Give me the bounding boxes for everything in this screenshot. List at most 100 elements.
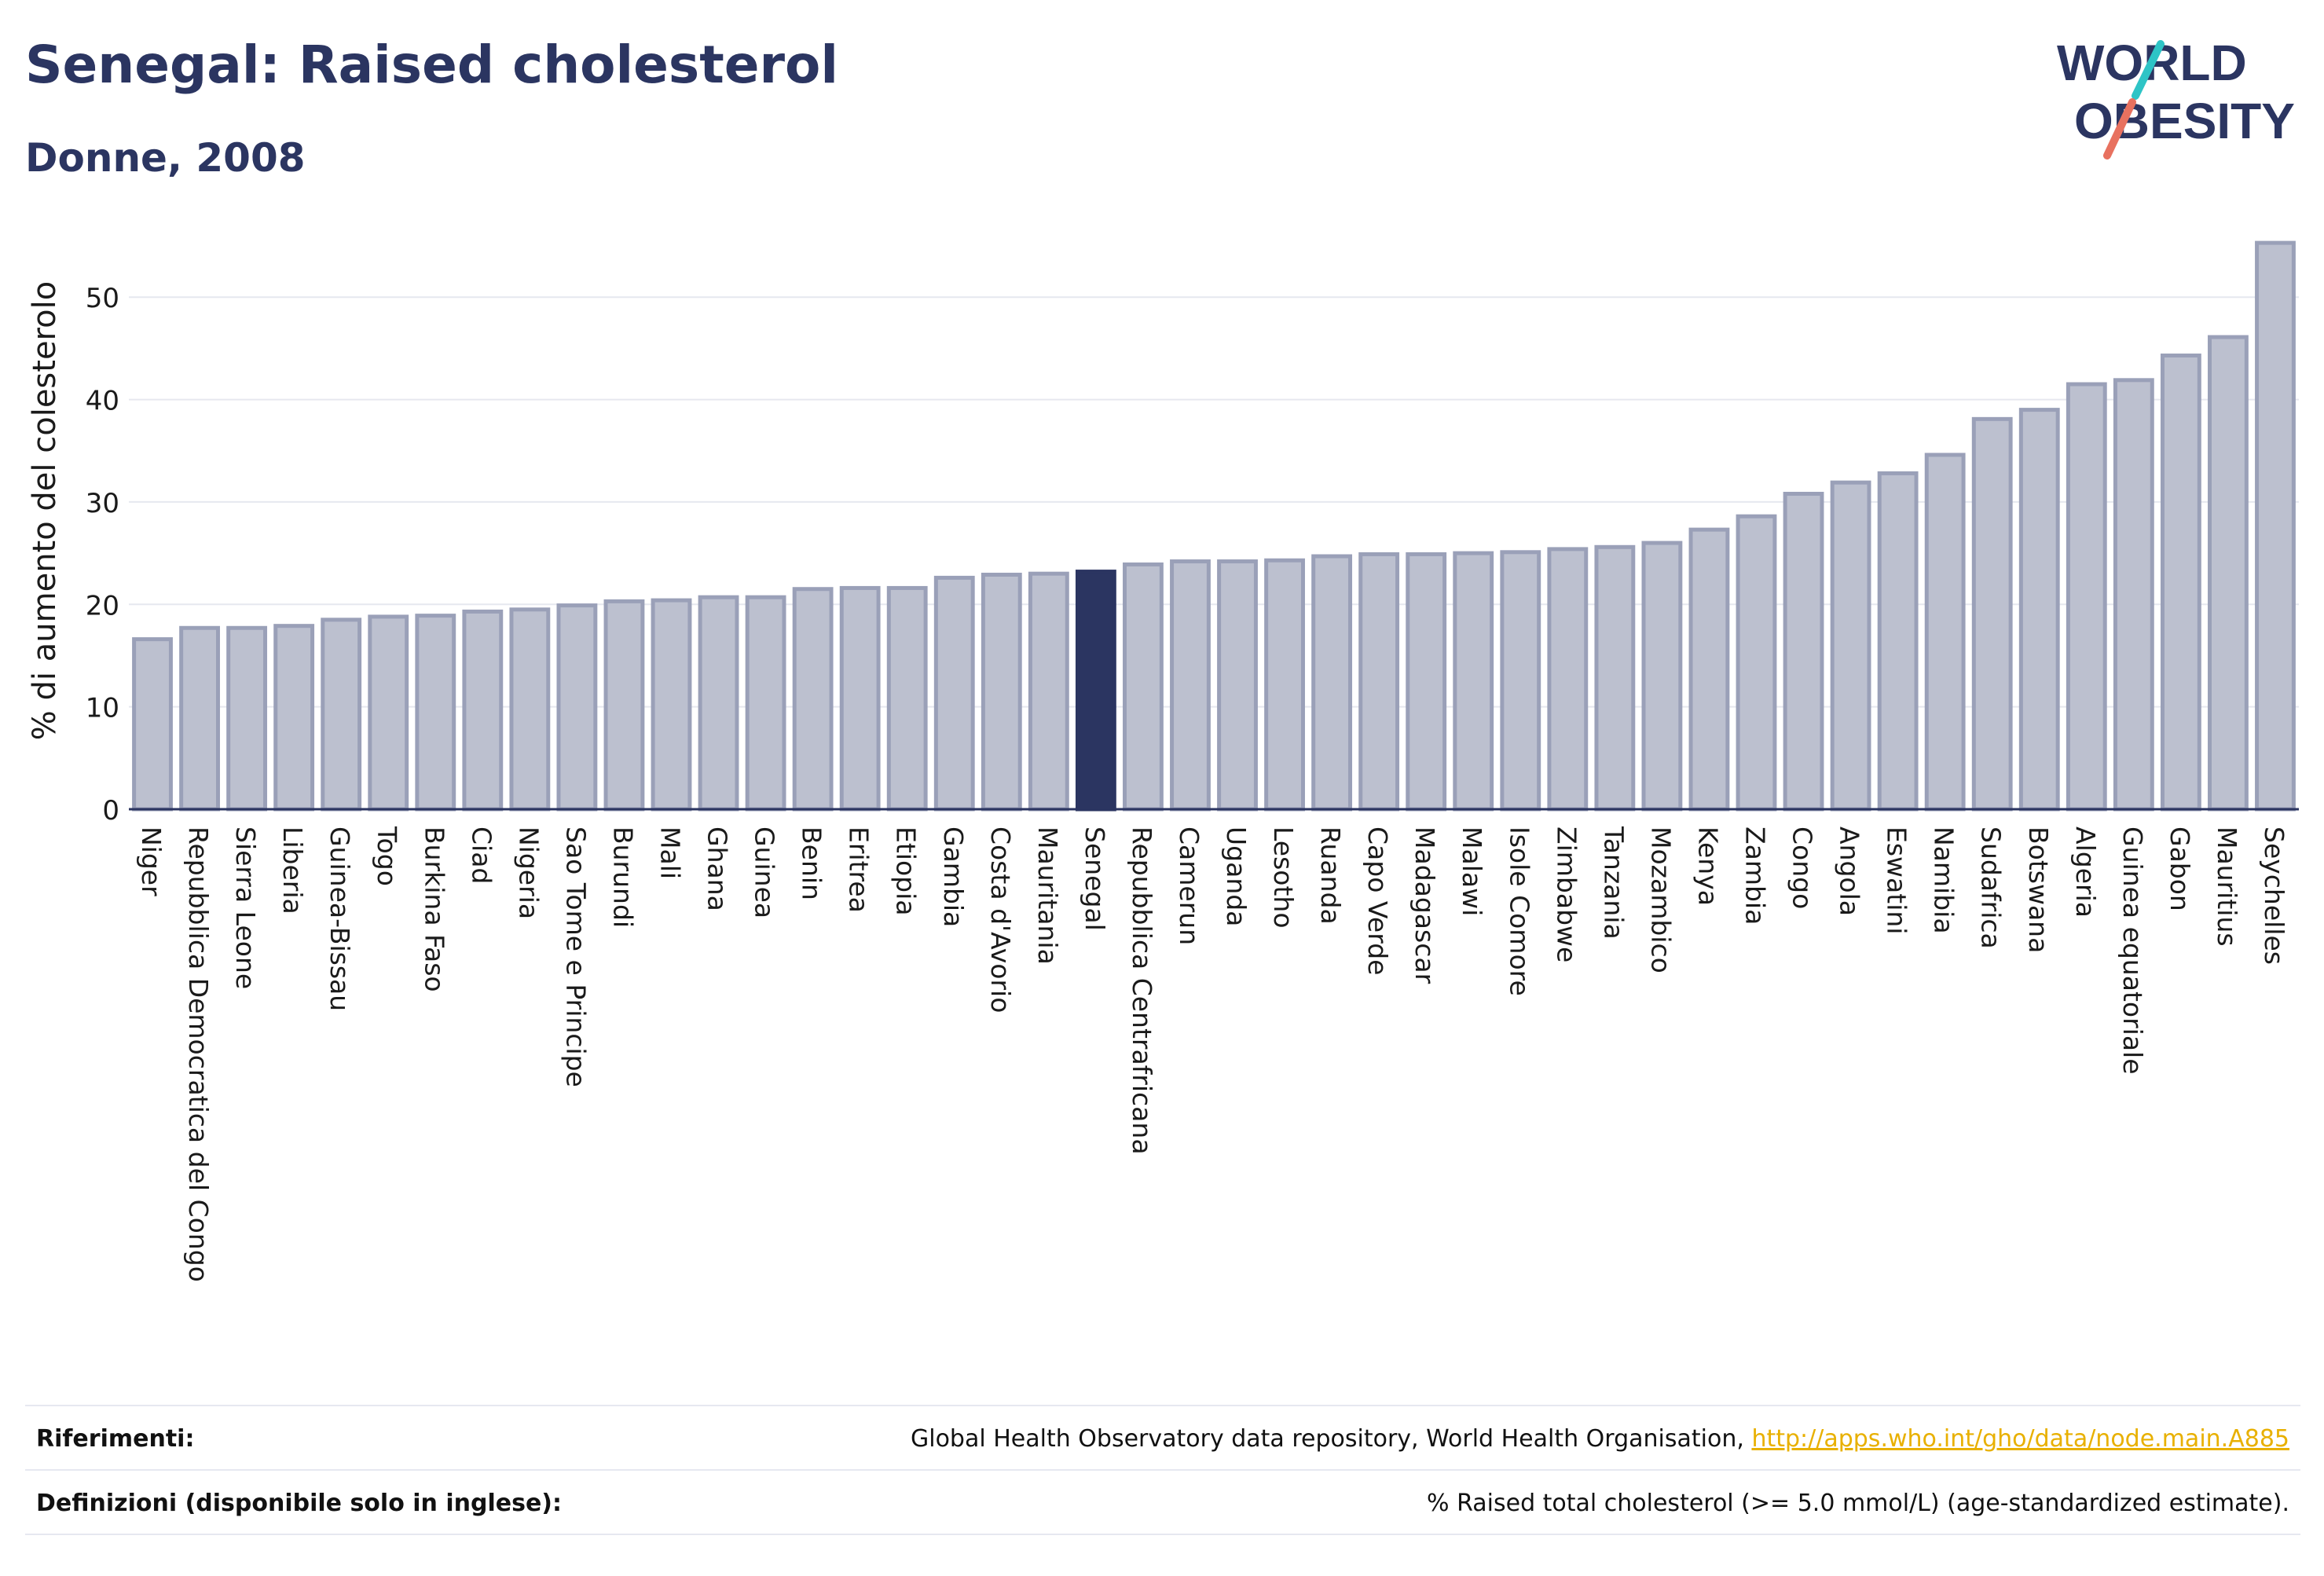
x-tick-label: Ghana xyxy=(702,826,733,911)
y-tick-label: 0 xyxy=(102,795,119,826)
bar xyxy=(462,609,504,812)
x-tick-label: Etiopia xyxy=(891,826,922,916)
x-tick-label: Uganda xyxy=(1221,826,1252,926)
x-tick-label: Liberia xyxy=(277,826,308,914)
y-tick-labels: 0 10 20 30 40 50 xyxy=(86,283,119,826)
bar xyxy=(509,607,551,812)
x-tick-label: Ciad xyxy=(466,826,497,884)
bar xyxy=(1736,514,1777,812)
bar xyxy=(745,595,786,812)
bar xyxy=(1877,471,1919,812)
y-tick-label: 20 xyxy=(86,590,119,621)
bar xyxy=(1028,571,1069,812)
bar xyxy=(1783,492,1824,812)
x-tick-label: Lesotho xyxy=(1268,826,1299,929)
x-tick-label: Niger xyxy=(136,826,167,896)
bar xyxy=(556,603,598,812)
x-tick-label: Seychelles xyxy=(2259,826,2289,965)
x-tick-label: Guinea-Bissau xyxy=(324,826,355,1011)
bar xyxy=(1264,558,1305,812)
x-tick-label: Costa d'Avorio xyxy=(985,826,1016,1013)
bar xyxy=(2113,378,2154,812)
x-tick-label: Mozambico xyxy=(1645,826,1676,973)
x-tick-label: Repubblica Democratica del Congo xyxy=(183,826,214,1282)
x-tick-label: Madagascar xyxy=(1409,826,1440,984)
x-tick-label: Benin xyxy=(797,826,827,900)
bar xyxy=(132,637,173,812)
x-tick-label: Eritrea xyxy=(844,826,874,913)
bar xyxy=(1924,453,1966,812)
bar xyxy=(1688,527,1730,812)
bar xyxy=(1453,551,1494,812)
x-tick-label: Gabon xyxy=(2165,826,2195,911)
page-subtitle: Donne, 2008 xyxy=(25,135,306,181)
x-tick-label: Zimbabwe xyxy=(1551,826,1582,962)
x-tick-label: Burkina Faso xyxy=(419,826,449,992)
footer-divider-bottom xyxy=(25,1534,2300,1535)
bar xyxy=(1594,544,1636,812)
bar xyxy=(1971,416,2013,812)
x-tick-label: Capo Verde xyxy=(1362,826,1393,975)
x-tick-label: Mali xyxy=(655,826,686,879)
bar-highlight xyxy=(1075,570,1116,812)
y-tick-label: 40 xyxy=(86,386,119,417)
x-tick-label: Isole Comore xyxy=(1504,826,1534,996)
bar xyxy=(1500,550,1541,812)
x-tick-label: Sudafrica xyxy=(1976,826,2007,949)
bar xyxy=(1217,559,1258,812)
references-text: Global Health Observatory data repositor… xyxy=(911,1425,1744,1453)
x-tick-label: Sao Tome e Principe xyxy=(560,826,591,1087)
bar xyxy=(1406,552,1447,812)
page-title: Senegal: Raised cholesterol xyxy=(25,35,839,95)
bar xyxy=(321,618,362,812)
x-tick-label: Kenya xyxy=(1692,826,1723,906)
bar xyxy=(2066,382,2107,812)
x-tick-labels: Niger Repubblica Democratica del Congo Sie… xyxy=(136,826,2289,1282)
logo-slash-coral xyxy=(2103,98,2136,159)
bar xyxy=(2160,354,2201,812)
x-tick-label: Tanzania xyxy=(1598,826,1629,940)
x-tick-label: Repubblica Centrafricana xyxy=(1127,826,1157,1155)
x-tick-label: Mauritania xyxy=(1032,826,1063,965)
bar xyxy=(2018,408,2060,812)
x-tick-label: Sierra Leone xyxy=(230,826,261,989)
bar xyxy=(415,614,456,812)
x-tick-label: Angola xyxy=(1835,826,1865,916)
x-tick-label: Zambia xyxy=(1740,826,1771,925)
bar xyxy=(1830,480,1871,812)
bar xyxy=(1641,541,1683,812)
definitions-label: Definizioni (disponibile solo in inglese… xyxy=(36,1490,562,1517)
y-tick-label: 30 xyxy=(86,488,119,519)
bar xyxy=(603,599,645,812)
x-tick-label: Senegal xyxy=(1080,826,1110,931)
bar xyxy=(1358,552,1400,812)
bar-chart: Niger Repubblica Democratica del Congo Sie… xyxy=(27,240,2299,1282)
bar xyxy=(839,585,881,812)
logo-slash-teal xyxy=(2132,40,2165,100)
references-value: Global Health Observatory data repositor… xyxy=(911,1425,2289,1453)
x-tick-label: Eswatini xyxy=(1882,826,1912,934)
footer-divider-middle xyxy=(25,1469,2300,1471)
bar xyxy=(981,572,1022,812)
world-obesity-logo: WORLD OBESITY xyxy=(2057,35,2295,159)
references-label: Riferimenti: xyxy=(36,1425,195,1453)
x-tick-label: Namibia xyxy=(1929,826,1959,934)
bar xyxy=(273,624,315,812)
x-tick-label: Nigeria xyxy=(513,826,544,919)
bar xyxy=(933,575,975,812)
x-tick-label: Gambia xyxy=(938,826,969,927)
x-tick-label: Burundi xyxy=(607,826,638,928)
bar xyxy=(1311,554,1353,812)
x-tick-label: Ruanda xyxy=(1315,826,1346,925)
y-tick-label: 50 xyxy=(86,283,119,314)
x-tick-label: Guinea xyxy=(750,826,780,918)
bar xyxy=(226,625,268,812)
bar xyxy=(1170,559,1211,812)
bar xyxy=(1123,562,1164,812)
bar xyxy=(2255,240,2296,812)
references-link[interactable]: http://apps.who.int/gho/data/node.main.A… xyxy=(1751,1425,2289,1453)
x-tick-label: Togo xyxy=(372,826,402,886)
footer-divider-top xyxy=(25,1405,2300,1406)
bar xyxy=(2208,335,2249,812)
bar xyxy=(368,614,409,812)
